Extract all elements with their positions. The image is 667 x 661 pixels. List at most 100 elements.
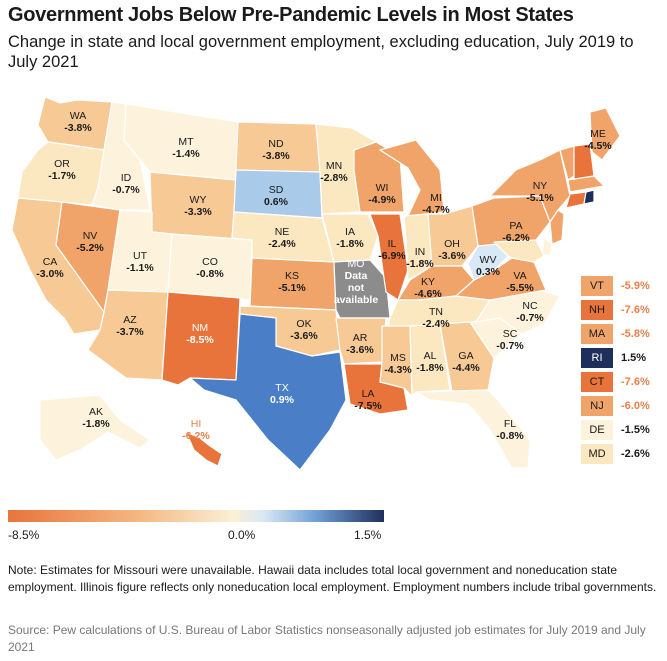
small-state-abbr: NJ (581, 396, 613, 416)
state-abbr: TN (429, 306, 443, 318)
state-abbr: UT (133, 250, 147, 262)
state-abbr: ND (268, 138, 284, 150)
state-AK[interactable] (39, 394, 151, 461)
state-abbr: VA (513, 270, 527, 282)
state-abbr: AR (352, 332, 368, 344)
state-abbr: WY (189, 194, 207, 206)
state-value: -0.8% (496, 430, 524, 442)
small-state-nj[interactable]: NJ -6.0% (581, 396, 653, 416)
state-MA[interactable] (567, 175, 605, 193)
state-value: -3.8% (64, 122, 92, 134)
state-label-ar: AR -3.6% (346, 332, 373, 356)
state-abbr: OH (444, 238, 460, 250)
state-label-ia: IA -1.8% (336, 226, 363, 250)
state-label-sc: SC -0.7% (496, 328, 523, 352)
small-state-abbr: VT (581, 276, 613, 296)
state-label-ny: NY -5.1% (526, 180, 553, 204)
small-state-value: -5.9% (621, 280, 650, 292)
state-HI[interactable] (185, 431, 223, 467)
state-value: -3.6% (290, 330, 318, 342)
state-value: -6.2% (502, 232, 530, 244)
state-abbr: WI (375, 182, 389, 194)
state-value: -7.5% (354, 400, 382, 412)
state-label-tx: TX 0.9% (270, 382, 294, 406)
state-abbr: SC (502, 328, 518, 340)
state-abbr: NE (274, 226, 290, 238)
state-label-va: VA -5.5% (506, 270, 533, 294)
state-abbr: AL (423, 350, 437, 362)
state-value: -6.2% (182, 430, 210, 442)
state-value: -6.9% (378, 250, 406, 262)
state-abbr: MO (347, 258, 365, 270)
state-value: -4.9% (368, 194, 396, 206)
state-abbr: HI (190, 418, 202, 430)
small-state-value: -5.8% (621, 328, 650, 340)
scale-max-label: 1.5% (354, 528, 382, 542)
state-abbr: ID (120, 172, 132, 184)
state-abbr: WA (69, 110, 87, 122)
state-value: 0.3% (476, 266, 500, 278)
state-value: -3.3% (184, 206, 212, 218)
state-TX[interactable] (189, 313, 347, 471)
state-abbr: CA (42, 256, 58, 268)
state-value: -8.5% (186, 334, 214, 346)
small-state-value: -1.5% (621, 424, 650, 436)
state-label-co: CO -0.8% (196, 256, 223, 280)
state-FL[interactable] (415, 389, 531, 469)
state-value: -2.4% (268, 238, 296, 250)
state-label-wi: WI -4.9% (368, 182, 395, 206)
state-value: -5.1% (526, 192, 554, 204)
state-abbr: MT (178, 136, 194, 148)
state-value: -2.8% (320, 172, 348, 184)
scale-min-label: -8.5% (8, 528, 40, 542)
state-value: -0.8% (196, 268, 224, 280)
state-value: -3.7% (116, 326, 144, 338)
state-label-nm: NM -8.5% (186, 322, 213, 346)
small-state-abbr: RI (581, 348, 613, 368)
state-value: -1.8% (336, 238, 364, 250)
small-state-ri[interactable]: RI 1.5% (581, 348, 653, 368)
small-state-ct[interactable]: CT -7.6% (581, 372, 653, 392)
state-value: -5.1% (278, 282, 306, 294)
state-value: -1.4% (172, 148, 200, 160)
state-value: Data not available (333, 270, 379, 306)
state-label-ky: KY -4.6% (414, 276, 441, 300)
state-value: -4.5% (584, 140, 612, 152)
state-value: -4.7% (422, 204, 450, 216)
state-abbr: MS (390, 352, 406, 364)
state-value: -3.0% (36, 268, 64, 280)
state-value: -5.2% (76, 242, 104, 254)
state-label-nc: NC -0.7% (516, 300, 543, 324)
small-state-vt[interactable]: VT -5.9% (581, 276, 653, 296)
small-state-nh[interactable]: NH -7.6% (581, 300, 653, 320)
small-state-md[interactable]: MD -2.6% (581, 444, 653, 464)
state-WI[interactable] (353, 141, 405, 213)
state-MD[interactable] (493, 239, 545, 263)
state-label-ak: AK -1.8% (82, 406, 109, 430)
state-value: -5.5% (506, 282, 534, 294)
state-abbr: TX (275, 382, 289, 394)
state-abbr: AK (88, 406, 103, 418)
state-value: -4.6% (414, 288, 442, 300)
state-value: -1.8% (82, 418, 110, 430)
state-label-la: LA -7.5% (354, 388, 381, 412)
state-IA[interactable] (321, 213, 379, 263)
page-subtitle: Change in state and local government emp… (8, 33, 634, 71)
state-RI[interactable] (583, 189, 595, 205)
small-state-de[interactable]: DE -1.5% (581, 420, 653, 440)
state-abbr: PA (509, 220, 523, 232)
state-label-il: IL -6.9% (378, 238, 405, 262)
state-label-or: OR -1.7% (48, 158, 75, 182)
state-DE[interactable] (541, 237, 553, 257)
state-ME[interactable] (589, 107, 621, 161)
state-label-ca: CA -3.0% (36, 256, 63, 280)
state-label-tn: TN -2.4% (422, 306, 449, 330)
state-label-mi: MI -4.7% (422, 192, 449, 216)
state-AR[interactable] (335, 317, 387, 365)
state-abbr: KS (284, 270, 299, 282)
state-GA[interactable] (439, 321, 495, 393)
state-abbr: MN (325, 160, 343, 172)
state-label-wy: WY -3.3% (184, 194, 211, 218)
state-NJ[interactable] (549, 209, 565, 245)
small-state-ma[interactable]: MA -5.8% (581, 324, 653, 344)
